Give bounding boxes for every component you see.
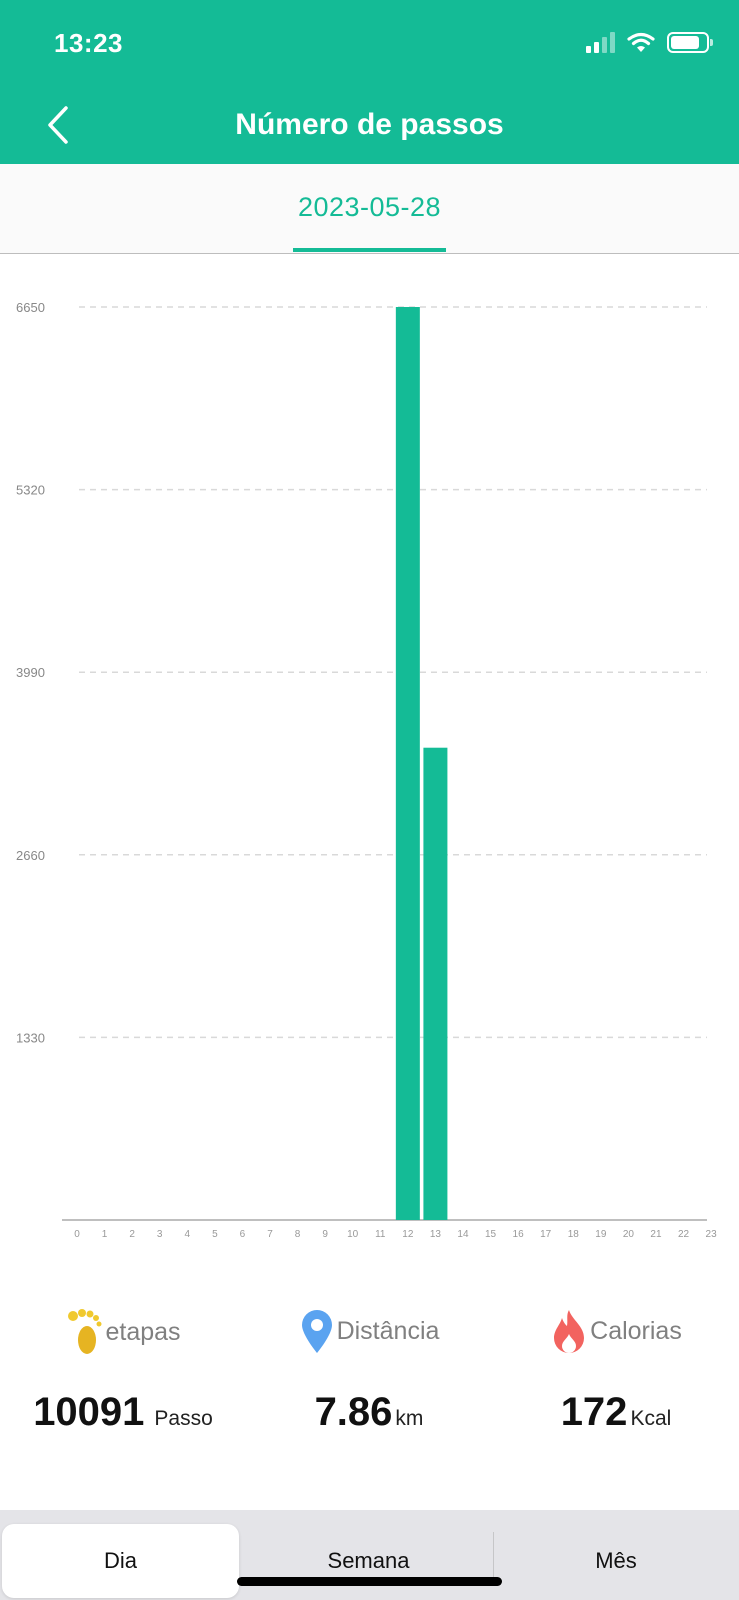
app-header: 13:23 Número de passos	[0, 0, 739, 164]
x-tick-label: 9	[322, 1229, 328, 1240]
stat-distance-unit: km	[395, 1407, 424, 1430]
status-time: 13:23	[54, 28, 123, 58]
stats-summary: etapas 10091 Passo Distância 7.86 km Cal…	[0, 1300, 739, 1460]
tab-week[interactable]: Semana	[327, 1548, 410, 1573]
chevron-left-icon	[48, 106, 68, 144]
tab-day[interactable]: Dia	[2, 1524, 239, 1598]
date-tab[interactable]: 2023-05-28	[297, 192, 442, 222]
x-tick-label: 22	[678, 1229, 690, 1240]
bar	[395, 307, 420, 1220]
y-tick-label: 6650	[16, 300, 45, 315]
wifi-icon	[627, 32, 655, 52]
x-tick-label: 7	[267, 1229, 273, 1240]
y-tick-label: 2660	[16, 848, 45, 863]
page-title: Número de passos	[235, 108, 504, 141]
x-tick-label: 19	[595, 1229, 607, 1240]
x-tick-label: 13	[430, 1229, 442, 1240]
stat-steps-unit: Passo	[154, 1407, 213, 1430]
y-tick-label: 3990	[16, 665, 45, 680]
y-tick-label: 5320	[16, 483, 45, 498]
footprint-icon	[68, 1309, 102, 1354]
stat-distance: Distância 7.86 km	[246, 1300, 492, 1460]
y-tick-label: 1330	[16, 1030, 45, 1045]
x-tick-label: 1	[102, 1229, 108, 1240]
bar	[423, 747, 448, 1220]
stat-distance-value: 7.86	[314, 1390, 393, 1434]
x-tick-label: 2	[129, 1229, 135, 1240]
date-tab-underline	[293, 248, 446, 252]
x-tick-label: 5	[212, 1229, 218, 1240]
stat-calories: Calorias 172 Kcal	[493, 1300, 739, 1460]
location-pin-icon	[301, 1310, 332, 1353]
stat-steps: etapas 10091 Passo	[0, 1300, 246, 1460]
x-tick-label: 18	[568, 1229, 580, 1240]
segment-divider	[493, 1532, 494, 1582]
x-tick-label: 23	[706, 1229, 718, 1240]
stat-calories-unit: Kcal	[630, 1407, 672, 1430]
stat-distance-label: Distância	[336, 1316, 440, 1345]
stat-calories-value: 172	[560, 1390, 628, 1434]
x-tick-label: 16	[513, 1229, 525, 1240]
x-tick-label: 14	[457, 1229, 469, 1240]
period-segmented-control: Dia Semana Mês	[0, 1510, 739, 1600]
x-tick-label: 17	[540, 1229, 552, 1240]
x-tick-label: 21	[650, 1229, 662, 1240]
stat-steps-value: 10091	[33, 1390, 145, 1434]
x-tick-label: 0	[74, 1229, 80, 1240]
x-tick-label: 4	[184, 1229, 190, 1240]
x-tick-label: 10	[347, 1229, 359, 1240]
x-tick-label: 6	[240, 1229, 246, 1240]
x-tick-label: 3	[157, 1229, 163, 1240]
home-indicator	[237, 1577, 502, 1586]
steps-chart: 6650 5320 3990 2660 1330 0 1 2 3 4 5 6 7 8 9 10 11 12 13 14…	[0, 254, 739, 1254]
stat-calories-label: Calorias	[590, 1316, 682, 1345]
fire-icon	[554, 1310, 585, 1353]
x-tick-label: 8	[295, 1229, 301, 1240]
cellular-signal-icon	[586, 31, 615, 53]
x-tick-label: 11	[375, 1229, 386, 1240]
tab-month[interactable]: Mês	[595, 1548, 637, 1573]
status-icons	[586, 31, 713, 53]
back-button[interactable]	[38, 100, 78, 150]
x-tick-label: 20	[623, 1229, 635, 1240]
x-tick-label: 15	[485, 1229, 497, 1240]
stat-steps-label: etapas	[105, 1317, 181, 1346]
x-tick-label: 12	[402, 1229, 414, 1240]
date-tab-bar: 2023-05-28	[0, 164, 739, 254]
battery-icon	[667, 31, 713, 53]
